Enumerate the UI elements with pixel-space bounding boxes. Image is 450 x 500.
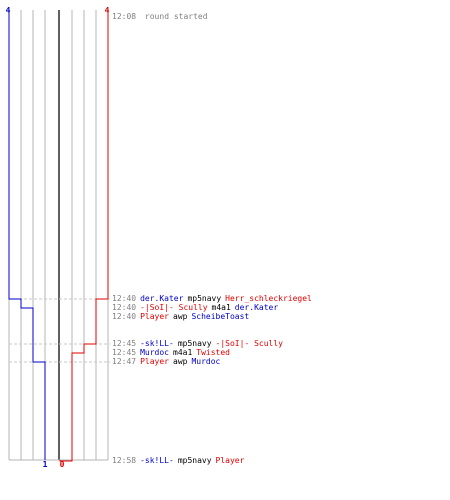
blue-start-count: 4 <box>6 6 11 15</box>
kill-event-row: 12:40 Player awp ScheibeToast <box>112 312 249 321</box>
victim-name: der.Kater <box>235 303 279 312</box>
event-time: 12:40 <box>112 312 136 321</box>
weapon-name: m4a1 <box>212 303 231 312</box>
kill-event-row: 12:45 -sk!LL-mp5navy -|SoI|- Scully <box>112 339 283 348</box>
red-start-count: 4 <box>105 6 110 15</box>
weapon-name: awp <box>173 357 188 366</box>
event-guide-lines <box>9 298 110 363</box>
victim-name: Herr_schleckriegel <box>225 294 312 303</box>
kill-event-row: 12:40 -|SoI|- Scully m4a1 der.Kater <box>112 303 278 312</box>
kill-event-row: 12:40 der.Kater mp5navy Herr_schleckriegel <box>112 294 312 303</box>
event-time: 12:40 <box>112 294 136 303</box>
team-grid <box>8 10 109 461</box>
weapon-name: mp5navy <box>178 339 212 348</box>
killer-name: der.Kater <box>140 294 184 303</box>
event-time: 12:47 <box>112 357 136 366</box>
kill-event-row: 12:58 -sk!LL-mp5navy Player <box>112 456 245 465</box>
blue-alive-trace <box>8 10 46 460</box>
killer-name: -|SoI|- Scully <box>140 303 208 312</box>
blue-end-count: 1 <box>43 460 48 469</box>
event-time: 12:45 <box>112 348 136 357</box>
weapon-name: awp <box>173 312 188 321</box>
round-start-row: 12:08 round started <box>112 12 208 21</box>
red-alive-trace <box>59 10 109 462</box>
event-time: 12:08 <box>112 12 136 21</box>
weapon-name: m4a1 <box>173 348 192 357</box>
team-alive-traces <box>8 10 109 462</box>
killer-name: Murdoc <box>140 348 169 357</box>
kill-event-list: 12:40 der.Kater mp5navy Herr_schleckriegel1… <box>112 294 312 465</box>
red-end-count: 0 <box>60 460 65 469</box>
killer-name: Player <box>140 312 169 321</box>
victim-name: Twisted <box>196 348 230 357</box>
killer-name: Player <box>140 357 169 366</box>
kill-event-row: 12:47 Player awp Murdoc <box>112 357 221 366</box>
killer-name: -sk!LL- <box>140 339 174 348</box>
victim-name: ScheibeToast <box>191 312 249 321</box>
weapon-name: mp5navy <box>187 294 221 303</box>
victim-name: Player <box>216 456 245 465</box>
killer-name: -sk!LL- <box>140 456 174 465</box>
event-time: 12:58 <box>112 456 136 465</box>
kill-event-row: 12:45 Murdoc m4a1 Twisted <box>112 348 230 357</box>
victim-name: -|SoI|- Scully <box>216 339 284 348</box>
weapon-name: mp5navy <box>178 456 212 465</box>
event-time: 12:40 <box>112 303 136 312</box>
event-time: 12:45 <box>112 339 136 348</box>
victim-name: Murdoc <box>191 357 220 366</box>
round-start-label: round started <box>145 12 208 21</box>
